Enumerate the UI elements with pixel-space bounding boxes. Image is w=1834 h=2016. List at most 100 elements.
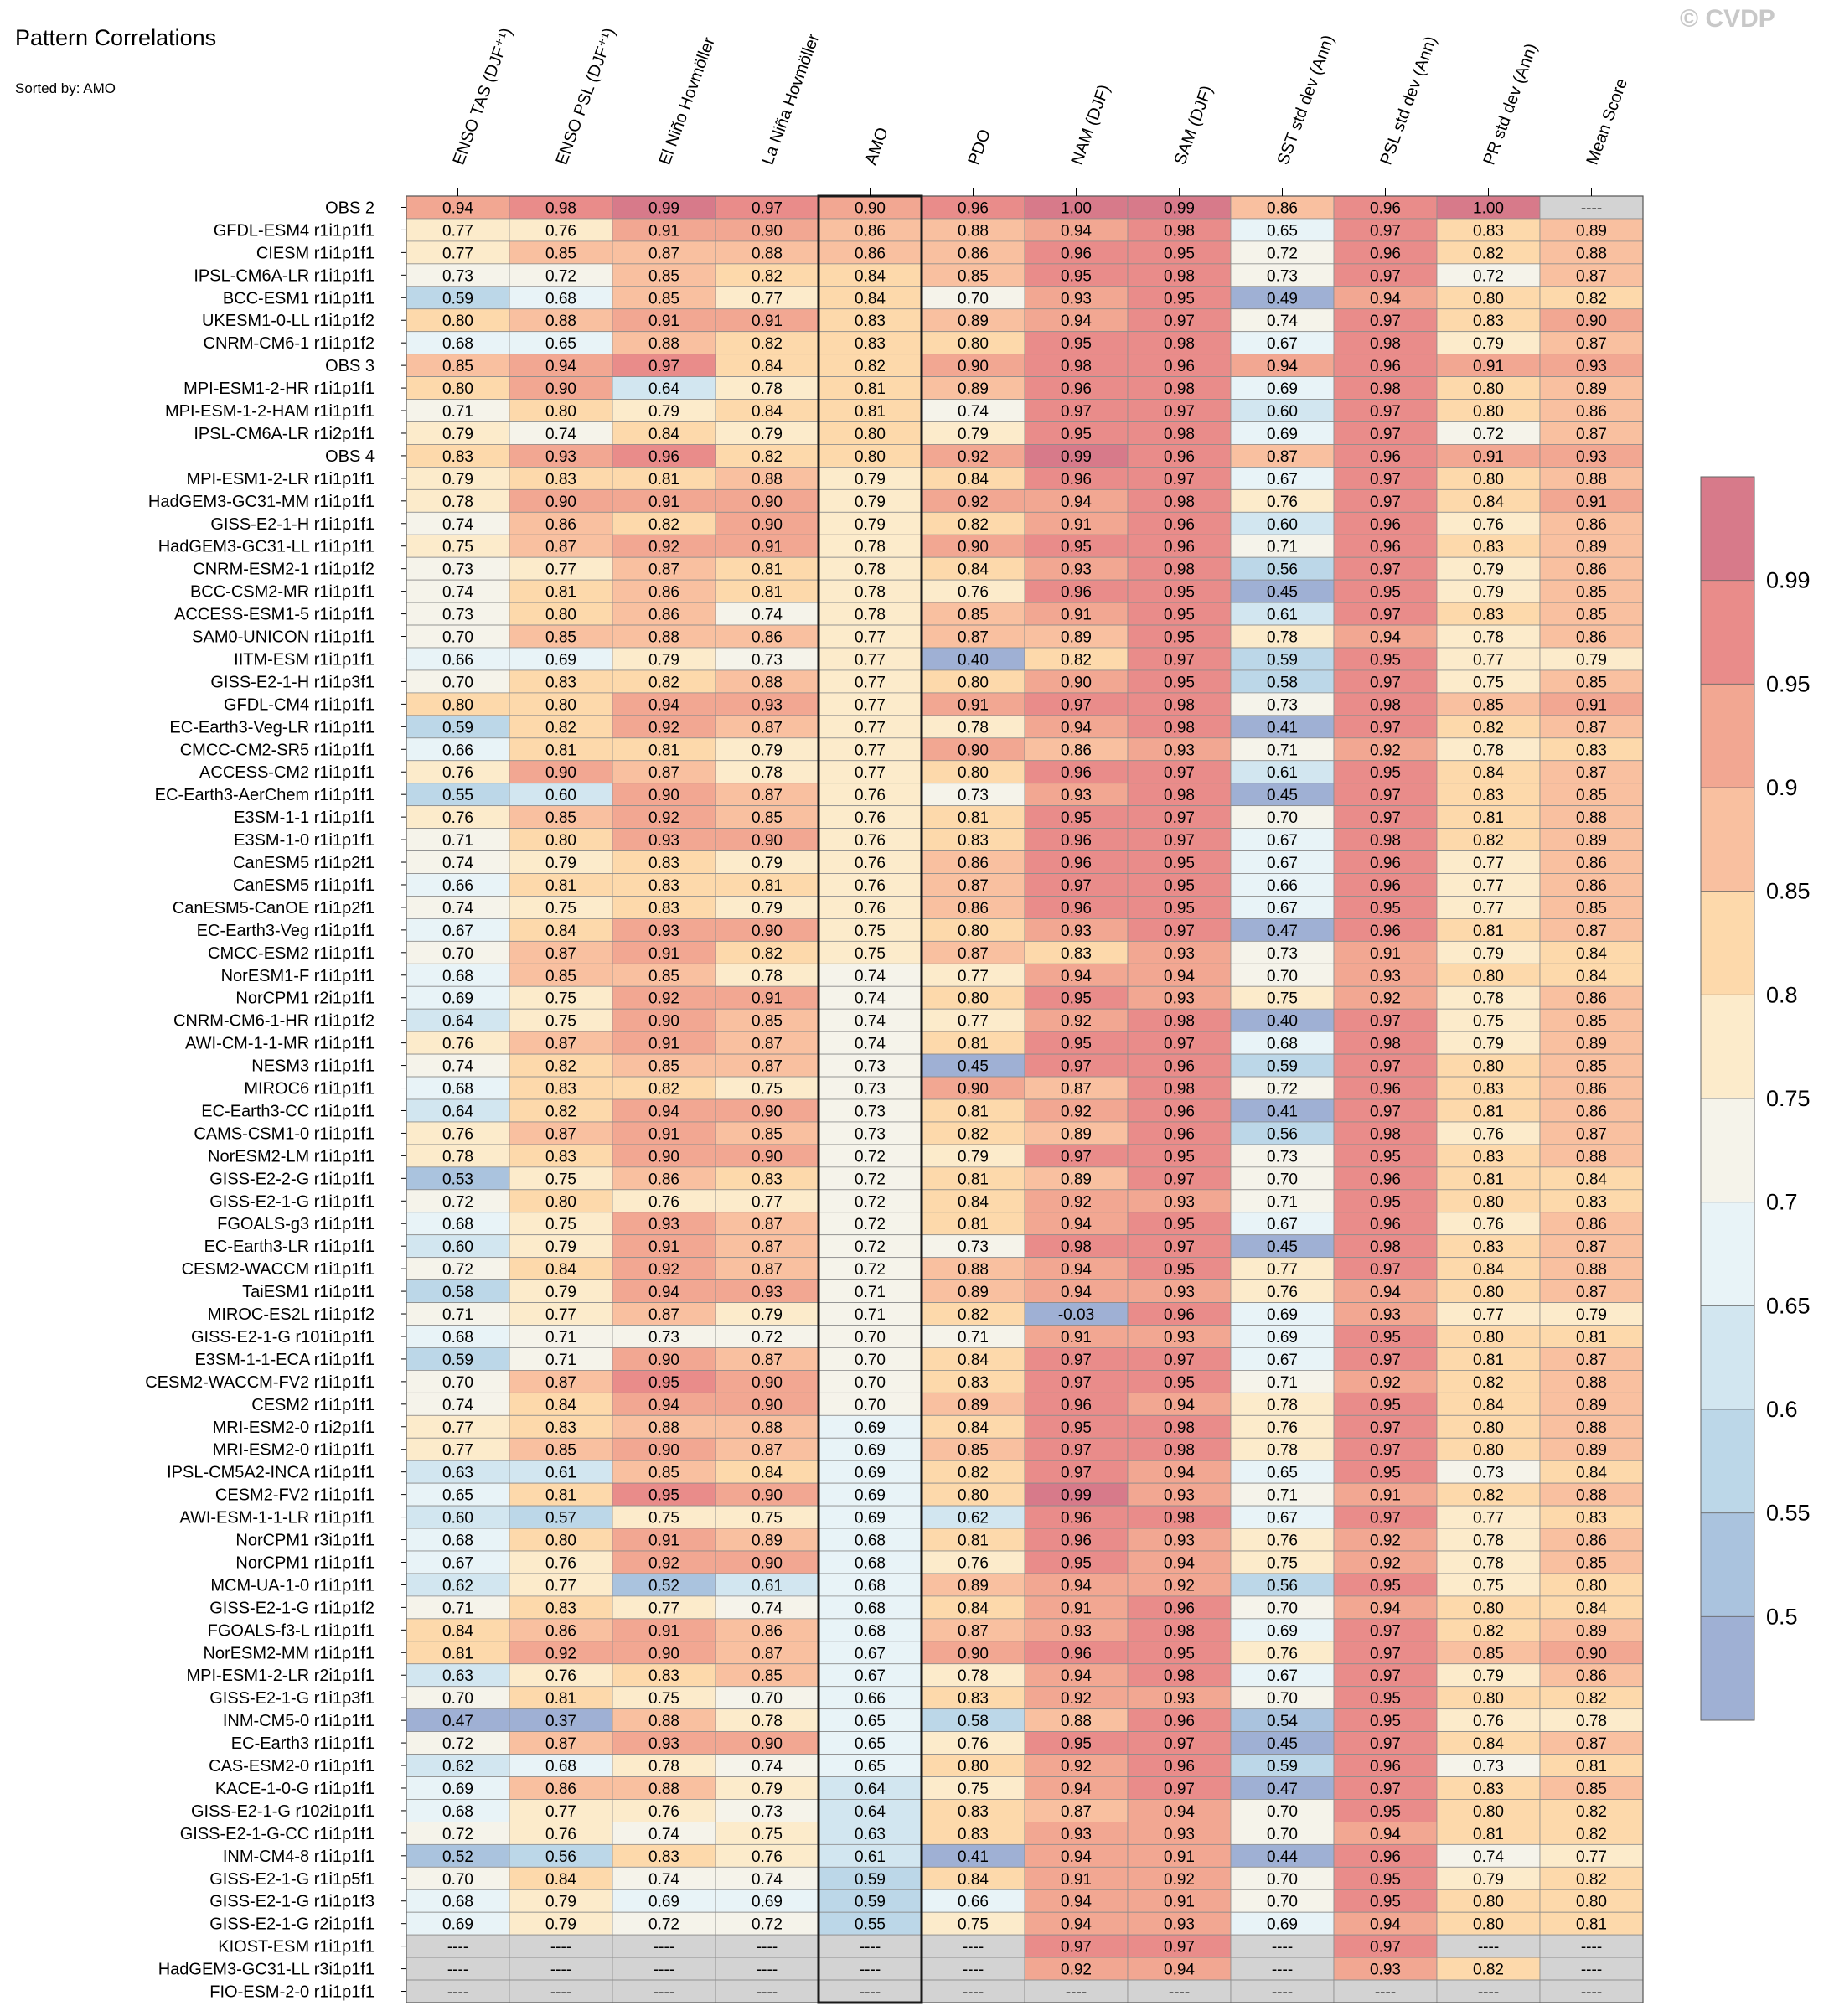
heatmap-cell xyxy=(1539,1076,1644,1100)
heatmap-cell xyxy=(612,1482,716,1507)
cell-value: 0.70 xyxy=(752,1690,783,1708)
heatmap-cell xyxy=(1436,1595,1541,1620)
cell-value: 0.81 xyxy=(752,877,783,895)
cell-value: 0.71 xyxy=(442,403,473,421)
heatmap-cell xyxy=(921,940,1025,964)
heatmap-cell xyxy=(1230,1437,1335,1461)
cell-value: 0.87 xyxy=(752,1058,783,1076)
cell-value: 0.80 xyxy=(958,764,989,782)
row-label: ACCESS-ESM1-5 r1i1p1f1 xyxy=(174,606,375,624)
heatmap-cell xyxy=(1024,1731,1129,1755)
cell-value: 0.81 xyxy=(1473,1826,1504,1843)
heatmap-cell xyxy=(406,805,510,830)
cell-value: 0.95 xyxy=(1061,990,1092,1008)
cell-value: 0.77 xyxy=(1267,1261,1298,1279)
cell-value: 0.97 xyxy=(1164,832,1195,850)
cell-value: 0.58 xyxy=(1267,674,1298,691)
row-label: GISS-E2-1-G r102i1p1f1 xyxy=(191,1802,375,1821)
cell-value: 0.87 xyxy=(1061,1803,1092,1821)
heatmap-cell xyxy=(1333,602,1438,626)
cell-value: 0.76 xyxy=(855,809,886,827)
heatmap-cell xyxy=(612,1031,716,1055)
cell-value: 0.69 xyxy=(752,1894,783,1911)
cell-value: 0.84 xyxy=(1576,1465,1607,1482)
cell-value: 0.67 xyxy=(442,1554,473,1572)
heatmap-cell xyxy=(1333,760,1438,784)
cell-value: 0.71 xyxy=(1267,742,1298,759)
row-label: GISS-E2-1-G r1i1p5f1 xyxy=(209,1870,375,1889)
cell-value: ---- xyxy=(1581,1984,1602,2002)
cell-value: 0.92 xyxy=(648,539,679,556)
heatmap-cell xyxy=(1539,1257,1644,1281)
cell-value: 0.70 xyxy=(855,1397,886,1414)
cell-value: 0.94 xyxy=(1370,1600,1401,1617)
cell-value: 0.93 xyxy=(1164,945,1195,963)
heatmap-cell xyxy=(1539,1460,1644,1484)
cell-value: 0.91 xyxy=(1164,1894,1195,1911)
heatmap-cell xyxy=(1230,1550,1335,1574)
row-label: FGOALS-g3 r1i1p1f1 xyxy=(217,1215,375,1233)
cell-value: 0.56 xyxy=(1267,1125,1298,1143)
cell-value: 0.86 xyxy=(1576,855,1607,872)
cell-value: 0.73 xyxy=(958,787,989,804)
cell-value: 0.76 xyxy=(855,877,886,895)
heatmap-cell xyxy=(1333,963,1438,987)
heatmap-cell xyxy=(509,624,613,649)
cell-value: 0.88 xyxy=(958,222,989,240)
cell-value: 0.77 xyxy=(545,561,576,579)
heatmap-cell xyxy=(1436,873,1541,897)
cell-value: 0.82 xyxy=(1473,719,1504,737)
heatmap-cell xyxy=(612,1347,716,1371)
cell-value: 0.87 xyxy=(752,1036,783,1053)
cell-value: 0.70 xyxy=(1267,1690,1298,1708)
cell-value: 0.96 xyxy=(1061,764,1092,782)
cell-value: ---- xyxy=(757,1939,778,1957)
cell-value: 0.86 xyxy=(958,855,989,872)
heatmap-cell xyxy=(715,940,819,964)
cell-value: 0.98 xyxy=(1164,335,1195,353)
heatmap-cell xyxy=(1333,331,1438,355)
cell-value: 0.91 xyxy=(1061,607,1092,624)
heatmap-cell xyxy=(1024,1031,1129,1055)
heatmap-cell xyxy=(1127,331,1232,355)
cell-value: 0.88 xyxy=(1576,471,1607,488)
heatmap-cell xyxy=(1127,715,1232,739)
cell-value: 0.95 xyxy=(1164,1216,1195,1233)
cell-value: 0.93 xyxy=(1164,742,1195,759)
cell-value: 0.91 xyxy=(1576,494,1607,511)
heatmap-cell xyxy=(612,828,716,851)
cell-value: 0.75 xyxy=(752,1081,783,1098)
cell-value: 0.72 xyxy=(442,1261,473,1279)
heatmap-cell xyxy=(715,1212,819,1236)
cell-value: 0.74 xyxy=(442,516,473,534)
cell-value: 0.93 xyxy=(1061,923,1092,940)
heatmap-cell xyxy=(612,985,716,1010)
cell-value: 0.97 xyxy=(1370,267,1401,285)
cell-value: 0.68 xyxy=(442,1894,473,1911)
cell-value: 0.78 xyxy=(442,494,473,511)
cell-value: 0.84 xyxy=(1576,968,1607,985)
cell-value: 0.97 xyxy=(1370,1781,1401,1798)
cell-value: 0.85 xyxy=(958,267,989,285)
heatmap-cell xyxy=(1539,1189,1644,1213)
cell-value: 0.93 xyxy=(1576,448,1607,466)
cell-value: 0.73 xyxy=(958,1238,989,1256)
heatmap-cell xyxy=(1127,1776,1232,1800)
heatmap-cell xyxy=(1230,850,1335,874)
cell-value: 0.45 xyxy=(1267,1735,1298,1753)
colorbar-segment xyxy=(1701,1512,1754,1617)
cell-value: 0.94 xyxy=(1061,1261,1092,1279)
heatmap-cell xyxy=(1127,1144,1232,1168)
cell-value: 0.86 xyxy=(855,222,886,240)
heatmap-cell xyxy=(612,331,716,355)
cell-value: 0.81 xyxy=(1576,1758,1607,1776)
heatmap-cell xyxy=(509,354,613,377)
row-label: UKESM1-0-LL r1i1p1f2 xyxy=(202,312,375,330)
cell-value: 0.81 xyxy=(648,471,679,488)
heatmap-cell xyxy=(509,376,613,400)
heatmap-cell xyxy=(1127,783,1232,807)
cell-value: 0.97 xyxy=(1370,1058,1401,1076)
cell-value: 0.96 xyxy=(1164,1758,1195,1776)
heatmap-cell xyxy=(1333,1482,1438,1507)
heatmap-cell xyxy=(1024,1189,1129,1213)
